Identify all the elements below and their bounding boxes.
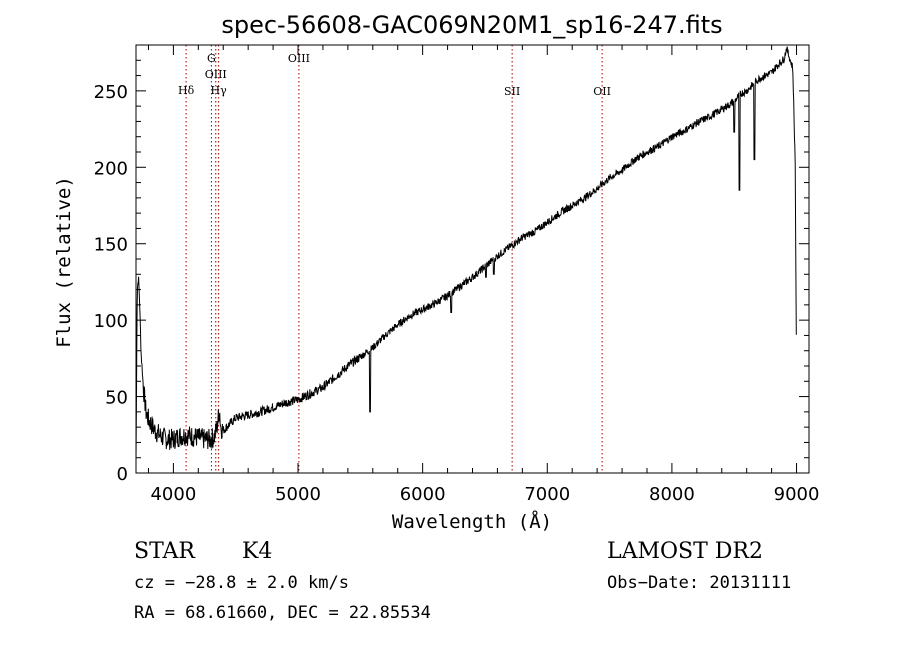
subclass-label: K4 <box>242 539 273 564</box>
y-tick-label: 50 <box>105 388 128 409</box>
y-axis-label: Flux (relative) <box>53 176 75 348</box>
class-label: STAR <box>134 539 195 564</box>
y-tick-label: 150 <box>94 235 128 256</box>
line-marker-label: Hγ <box>211 84 228 97</box>
ra-dec-coordinates: RA = 68.61660, DEC = 22.85534 <box>134 603 431 623</box>
x-tick-label: 6000 <box>400 484 446 505</box>
survey-label: LAMOST DR2 <box>607 539 763 564</box>
x-tick-label: 7000 <box>524 484 570 505</box>
x-tick-label: 5000 <box>275 484 321 505</box>
line-marker-label: SII <box>504 85 520 98</box>
line-marker-label: Hδ <box>178 84 195 97</box>
obs-date: Obs−Date: 20131111 <box>607 573 792 593</box>
line-marker-label: G <box>207 52 216 65</box>
y-tick-label: 0 <box>117 464 128 485</box>
chart-title: spec-56608-GAC069N20M1_sp16-247.fits <box>221 11 722 39</box>
plot-frame <box>135 44 810 474</box>
redshift-cz: cz = −28.8 ± 2.0 km/s <box>134 573 349 593</box>
y-tick-label: 100 <box>94 311 128 332</box>
line-marker-label: OIII <box>288 52 310 65</box>
x-axis-label: Wavelength (Å) <box>392 510 552 533</box>
line-marker-label: OIII <box>205 68 227 81</box>
x-tick-label: 8000 <box>649 484 695 505</box>
line-marker-label: OII <box>593 85 611 98</box>
y-tick-label: 200 <box>94 158 128 179</box>
y-tick-label: 250 <box>94 82 128 103</box>
spectrum-line <box>135 46 797 461</box>
x-tick-label: 4000 <box>150 484 196 505</box>
x-tick-label: 9000 <box>774 484 820 505</box>
